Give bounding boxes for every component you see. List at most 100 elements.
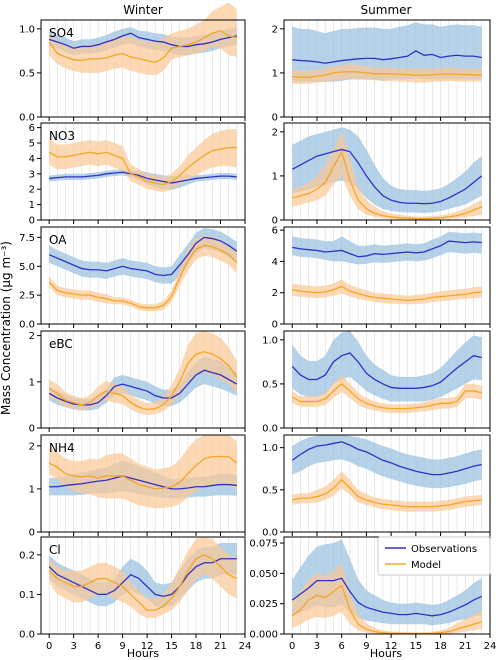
x-tick-label: 6 [95, 641, 101, 652]
obs-line-winter-nh4 [49, 475, 237, 490]
axes-frame [40, 226, 246, 325]
y-tick-label: 0 [29, 424, 35, 435]
y-tick-label: 2 [272, 288, 278, 299]
y-tick-label: 1 [29, 200, 35, 211]
obs-line-winter-no3 [49, 171, 237, 184]
obs-line-winter-so4 [48, 32, 237, 49]
column-title-winter: Winter [123, 3, 163, 17]
x-tick-label: 18 [190, 641, 203, 652]
model-line-winter-no3 [48, 146, 237, 186]
axes-frame [283, 122, 491, 221]
y-tick-label: 0 [272, 320, 278, 331]
species-label-winter-no3: NO3 [49, 129, 75, 143]
y-tick-label: 0.5 [262, 379, 278, 390]
x-axis-label-winter: Hours [127, 647, 159, 660]
obs-line-winter-cl [48, 558, 237, 598]
obs-line-summer-oa [292, 240, 482, 258]
obs-band-summer-ebc [292, 331, 482, 402]
y-tick-label: 0.5 [19, 68, 35, 79]
y-tick-label: 0.050 [249, 569, 278, 580]
axes-frame [40, 536, 246, 635]
y-tick-label: 1 [272, 68, 278, 79]
panels: 0.00.51.0 SO40120123456NO30120.02.55.07.5… [19, 2, 496, 652]
model-band-winter-ebc [49, 331, 237, 416]
y-tick-label: 1.0 [19, 24, 35, 35]
x-tick-label: 3 [314, 641, 320, 652]
x-tick-label: 21 [214, 641, 227, 652]
x-tick-label: 18 [434, 641, 447, 652]
x-tick-label: 6 [338, 641, 344, 652]
obs-line-summer-nh4 [291, 441, 482, 476]
x-tick-label: 21 [459, 641, 472, 652]
y-tick-label: 2 [29, 331, 35, 342]
x-axis-label-summer: Hours [370, 647, 402, 660]
model-band-winter-oa [49, 235, 237, 312]
y-tick-label: 4 [272, 257, 278, 268]
model-line-summer-so4 [292, 70, 482, 78]
y-tick-label: 5.0 [19, 262, 35, 273]
model-band-winter-nh4 [49, 435, 237, 509]
x-tick-label: 15 [409, 641, 422, 652]
y-tick-label: 0 [272, 216, 278, 227]
obs-line-summer-cl [291, 577, 483, 617]
column-title-summer: Summer [361, 3, 412, 17]
x-tick-label: 15 [165, 641, 178, 652]
model-line-winter-so4 [48, 29, 237, 64]
model-line-summer-oa [292, 285, 482, 302]
y-tick-label: 7.5 [19, 233, 35, 244]
x-tick-label: 9 [119, 641, 125, 652]
y-tick-label: 1 [29, 377, 35, 388]
x-tick-label: 9 [363, 641, 369, 652]
panel-summer-nh4: 0.0 0.5 1.0 [262, 434, 491, 539]
y-tick-label: 2 [29, 185, 35, 196]
panel-summer-so4: 0 1 2 [272, 19, 491, 124]
y-tick-label: 0.0 [262, 528, 278, 539]
model-band-summer-no3 [292, 131, 482, 220]
legend-box [377, 536, 491, 576]
panel-summer-no3: 0 1 2 [272, 122, 491, 227]
obs-band-summer-no3 [292, 127, 482, 213]
model-line-winter-ebc [48, 351, 238, 411]
model-band-summer-oa [292, 279, 482, 305]
axes-frame [40, 19, 246, 118]
y-tick-label: 0.2 [19, 550, 35, 561]
y-tick-label: 2 [29, 441, 35, 452]
obs-line-summer-ebc [291, 352, 482, 389]
model-line-summer-no3 [292, 149, 483, 220]
axes-frame [283, 19, 491, 118]
y-axis-label: Mass Concentration (μg m⁻³) [0, 241, 13, 415]
model-band-winter-cl [49, 537, 237, 619]
y-tick-label: 0.000 [249, 630, 278, 641]
y-tick-label: 2.5 [19, 291, 35, 302]
model-band-summer-ebc [292, 375, 482, 414]
axes-frame [40, 122, 246, 221]
x-tick-label: 0 [289, 641, 295, 652]
x-tick-label: 0 [46, 641, 52, 652]
species-label-winter-nh4: NH4 [49, 441, 75, 455]
y-tick-label: 0 [272, 113, 278, 124]
panel-summer-oa: 0 2 4 6 [272, 226, 491, 331]
model-line-winter-cl [48, 554, 238, 611]
model-line-winter-nh4 [48, 455, 238, 490]
y-tick-label: 3 [29, 169, 35, 180]
axes-frame [283, 226, 491, 325]
model-line-winter-oa [48, 244, 238, 309]
axes-frame [283, 434, 491, 533]
legend-model-label: Model [411, 560, 441, 571]
axes-frame [40, 434, 246, 533]
y-tick-label: 0.5 [262, 485, 278, 496]
model-band-winter-so4 [49, 2, 237, 76]
y-tick-label: 0.0 [19, 320, 35, 331]
x-tick-label: 3 [70, 641, 76, 652]
y-tick-label: 4 [29, 154, 35, 165]
x-tick-label: 24 [239, 641, 252, 652]
species-label-winter-so4: SO4 [49, 26, 74, 40]
panel-winter-oa: 0.0 2.5 5.0 7.5 OA [19, 226, 246, 331]
y-tick-label: 0.0 [262, 424, 278, 435]
y-tick-label: 0.075 [249, 539, 278, 550]
panel-winter-no3: 0 1 2 3 4 5 6 NO3 [29, 122, 246, 227]
y-tick-label: 0.025 [249, 599, 278, 610]
y-tick-label: 1.0 [262, 443, 278, 454]
legend-observations-label: Observations [411, 544, 477, 555]
